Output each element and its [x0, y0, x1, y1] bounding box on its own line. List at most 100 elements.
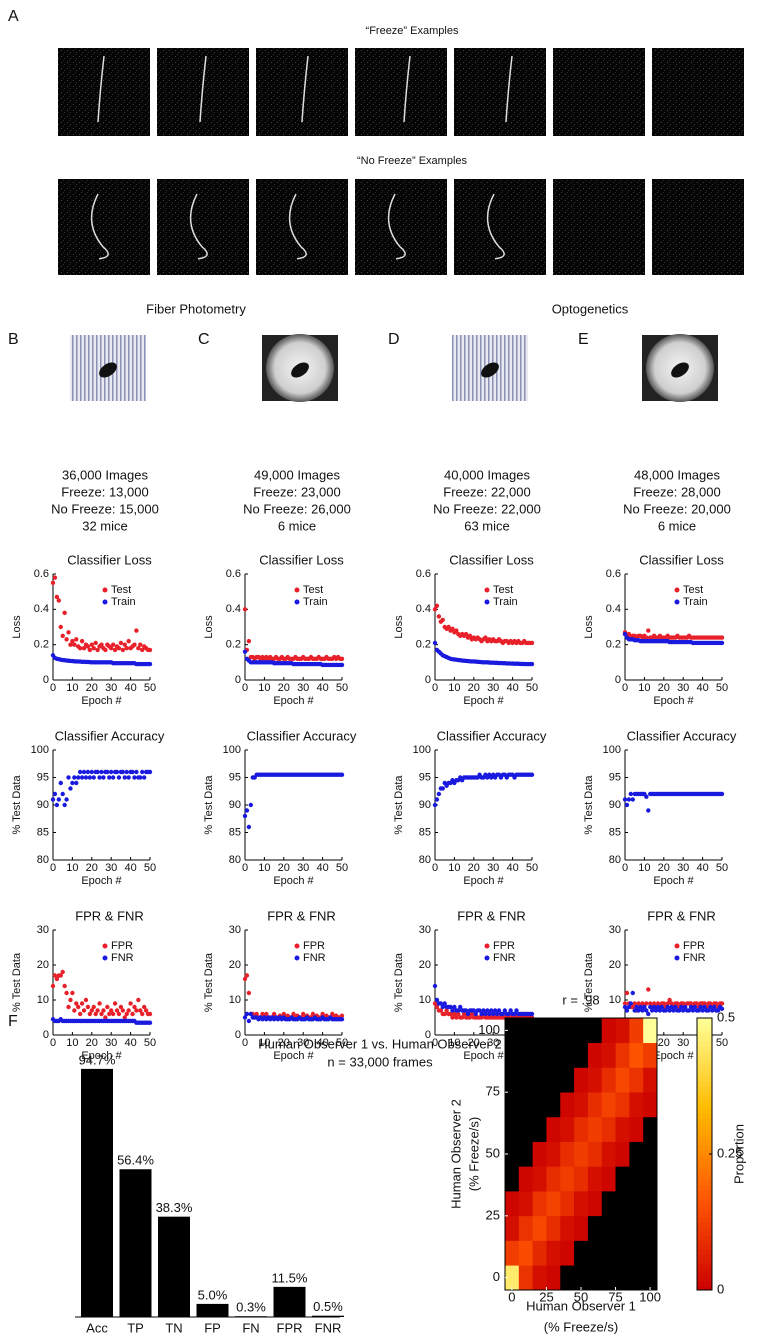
tail-trace — [403, 55, 411, 123]
y-tick-label: 85 — [609, 826, 621, 838]
data-point — [638, 1004, 643, 1010]
data-point — [66, 775, 71, 780]
x-tick-label: 20 — [278, 862, 290, 874]
example-image — [454, 179, 546, 275]
x-tick-label: 0 — [622, 862, 628, 874]
heat-cell — [546, 1092, 561, 1118]
y-tick-label: 95 — [419, 771, 431, 783]
x-axis-label: Epoch # — [273, 695, 314, 707]
legend-marker — [484, 955, 490, 961]
data-point — [646, 987, 651, 992]
data-point — [103, 1015, 108, 1020]
legend-label: FNR — [111, 952, 134, 964]
data-point — [54, 976, 60, 982]
data-point — [79, 1001, 85, 1006]
y-axis-label: (% Freeze/s) — [466, 1117, 481, 1191]
data-point — [634, 1004, 639, 1010]
data-point — [667, 1008, 672, 1013]
x-tick-label: 20 — [468, 682, 480, 694]
heat-cell — [574, 1141, 589, 1167]
data-point — [669, 1004, 674, 1010]
data-point — [477, 1008, 482, 1013]
data-point — [494, 1011, 500, 1017]
data-point — [87, 775, 93, 780]
dataset-info: Freeze: 22,000 — [443, 484, 530, 499]
heat-cell — [505, 1141, 520, 1167]
data-point — [489, 1008, 494, 1013]
legend-label: Test — [683, 584, 703, 596]
heat-cell — [505, 1042, 520, 1068]
data-point — [508, 1008, 513, 1013]
data-point — [68, 997, 73, 1003]
x-tick-label: 25 — [539, 1289, 553, 1304]
heat-cell — [587, 1116, 603, 1142]
x-tick-label: 30 — [297, 862, 309, 874]
heat-cell — [574, 1166, 589, 1192]
y-tick-label: 20 — [229, 959, 241, 971]
y-axis-label: Human Observer 2 — [448, 1099, 463, 1209]
data-point — [68, 786, 73, 791]
y-tick-label: 0.4 — [34, 603, 49, 615]
data-point — [95, 769, 100, 775]
heat-cell — [629, 1042, 644, 1068]
x-axis-label: Epoch # — [81, 875, 122, 887]
dataset-info: Freeze: 23,000 — [253, 484, 340, 499]
data-point — [103, 647, 108, 653]
data-point — [120, 647, 126, 653]
data-point — [502, 1008, 508, 1013]
colorbar-step — [697, 1244, 712, 1250]
heat-cell — [505, 1215, 520, 1241]
data-point — [147, 647, 153, 653]
example-image — [553, 179, 645, 275]
dataset-info: Freeze: 13,000 — [61, 484, 148, 499]
y-tick-label: 90 — [37, 799, 49, 811]
data-point — [432, 1001, 438, 1006]
heat-cell — [560, 1191, 575, 1217]
data-point — [473, 1011, 478, 1017]
heat-cell — [615, 1092, 630, 1118]
data-point — [500, 1011, 506, 1017]
y-tick-label: 10 — [609, 994, 621, 1006]
data-point — [141, 1004, 147, 1010]
x-tick-label: 30 — [487, 862, 499, 874]
data-point — [440, 1004, 445, 1010]
colorbar-step — [697, 1199, 712, 1205]
heat-cell — [532, 1042, 547, 1068]
heat-cell — [518, 1141, 533, 1167]
data-point — [107, 1011, 112, 1017]
data-point — [459, 1015, 465, 1020]
y-tick-label: 0 — [43, 1029, 49, 1041]
x-tick-label: 40 — [124, 1037, 136, 1049]
x-tick-label: 50 — [526, 862, 538, 874]
x-tick-label: FP — [204, 1320, 221, 1335]
heat-cell — [615, 1116, 630, 1142]
y-axis-label: % Test Data — [393, 775, 405, 835]
data-point — [79, 638, 85, 644]
example-image — [454, 48, 546, 136]
data-point — [632, 1008, 637, 1013]
data-point — [330, 1011, 335, 1017]
heat-cell — [546, 1166, 561, 1192]
y-tick-label: 0.2 — [34, 639, 49, 651]
data-point — [248, 1011, 254, 1017]
data-point — [339, 772, 345, 777]
data-point — [50, 983, 56, 989]
heat-cell — [574, 1191, 589, 1217]
heat-cell — [546, 1191, 561, 1217]
x-tick-label: 30 — [487, 682, 499, 694]
colorbar-step — [697, 1090, 712, 1096]
heat-cell — [532, 1240, 547, 1266]
heat-cell — [532, 1215, 547, 1241]
data-point — [126, 1008, 131, 1013]
data-point — [487, 1011, 492, 1017]
x-tick-label: 0 — [432, 862, 438, 874]
colorbar-step — [697, 1036, 712, 1042]
data-point — [97, 1001, 102, 1006]
data-point — [463, 1008, 469, 1013]
data-point — [52, 973, 58, 978]
legend-marker — [294, 955, 300, 961]
data-point — [72, 642, 77, 647]
legend-label: FPR — [493, 940, 515, 952]
bar — [196, 1303, 229, 1317]
data-point — [81, 646, 87, 651]
